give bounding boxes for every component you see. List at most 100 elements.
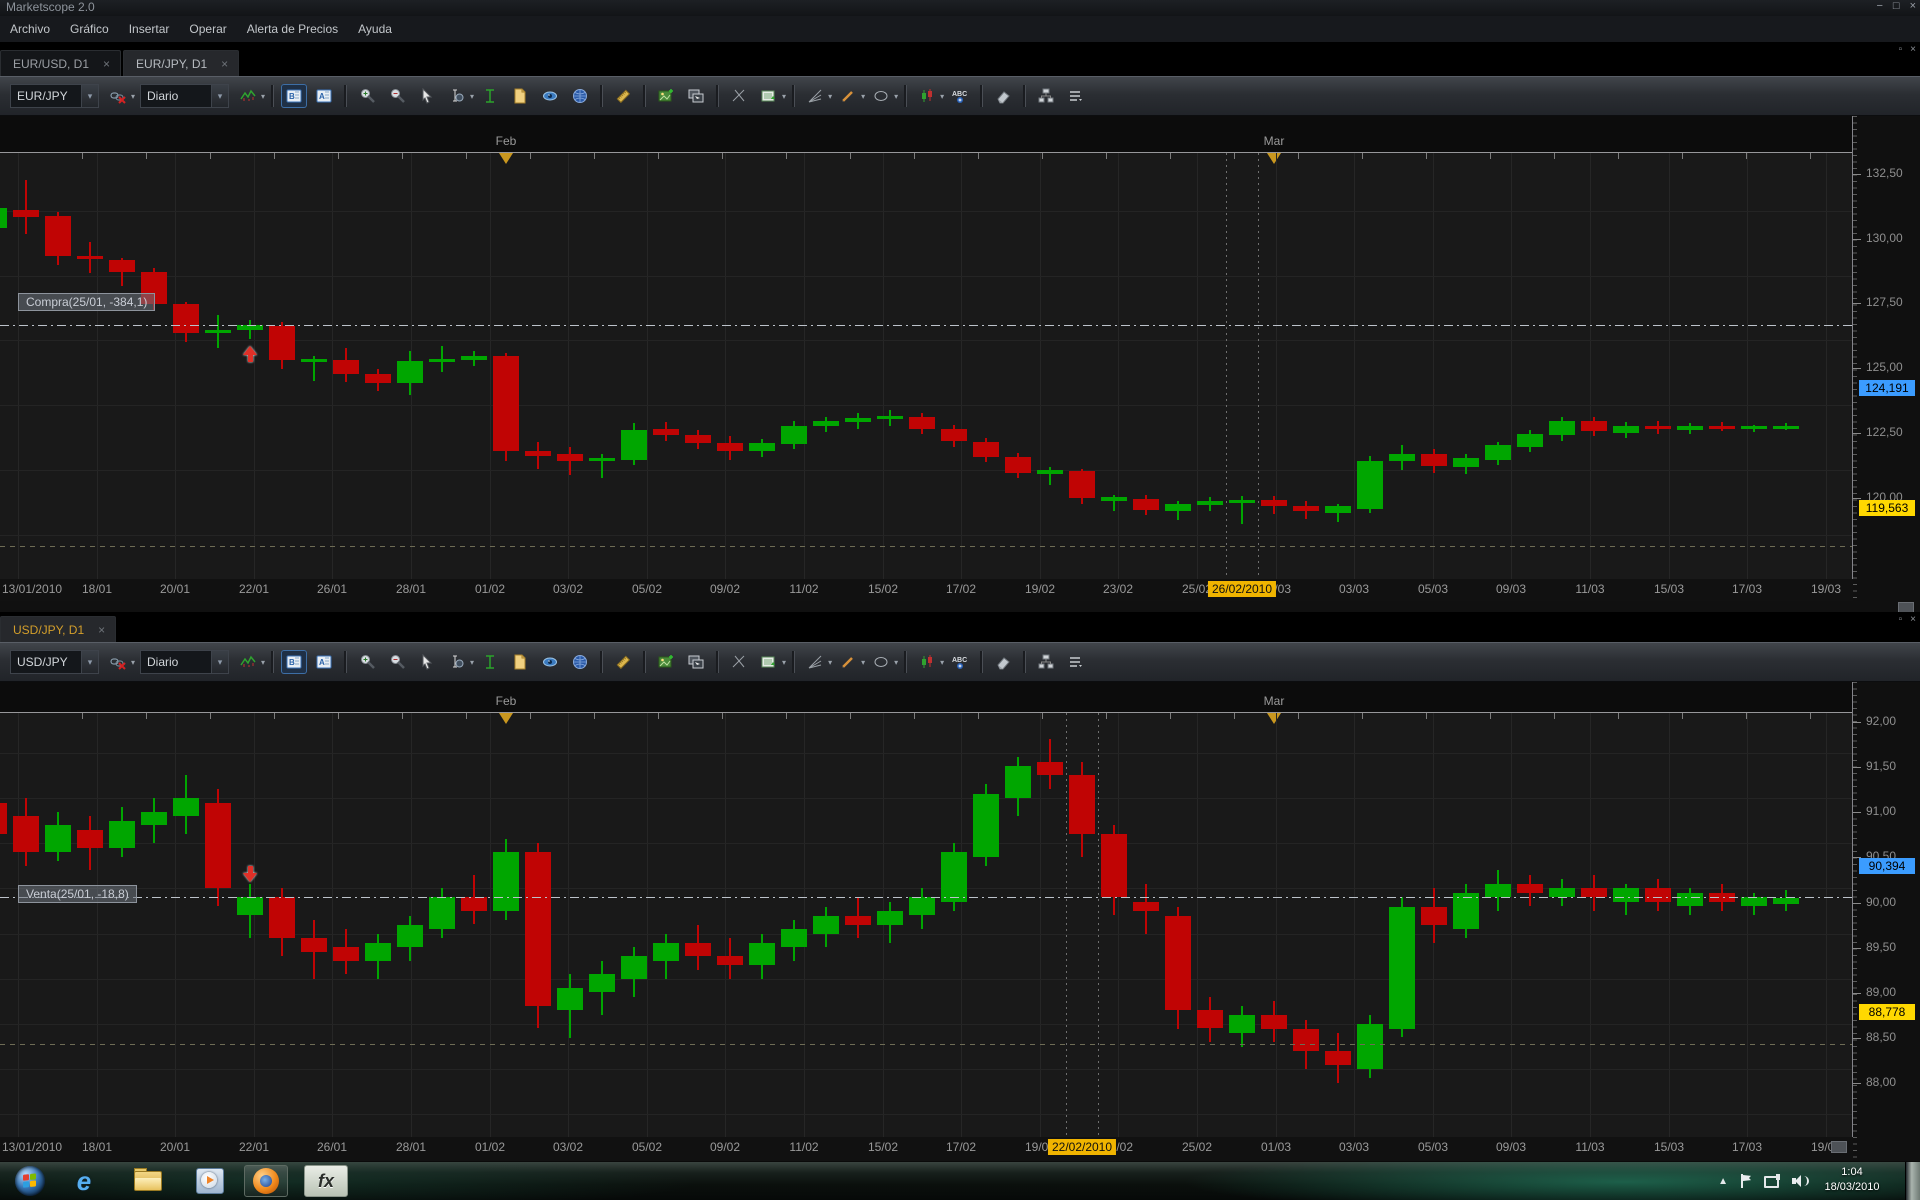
symbol-select[interactable]: USD/JPY ▾ <box>10 650 99 674</box>
tab-close-icon[interactable]: × <box>103 56 111 71</box>
date-axis[interactable]: 13/01/2010 18/01 20/01 22/01 26/01 28/01 01/02… <box>0 579 1853 601</box>
eraser-button[interactable] <box>990 84 1016 108</box>
action-center-flag-icon[interactable] <box>1740 1174 1752 1188</box>
zoom-in-button[interactable] <box>354 84 380 108</box>
show-desktop-button[interactable] <box>1905 1162 1920 1200</box>
indicators-button-dropdown[interactable]: ▾ <box>782 657 787 667</box>
zoom-out-button[interactable] <box>384 84 410 108</box>
tab-close-icon[interactable]: × <box>221 56 229 71</box>
ellipse-button-dropdown[interactable]: ▾ <box>894 657 899 667</box>
chart-type-button[interactable] <box>235 84 261 108</box>
add-image-button[interactable] <box>653 84 679 108</box>
period-select[interactable]: Diario ▾ <box>140 84 230 108</box>
inspect-button-dropdown[interactable]: ▾ <box>470 657 475 667</box>
snapshot-button[interactable] <box>683 650 709 674</box>
ellipse-button-dropdown[interactable]: ▾ <box>894 91 899 101</box>
chevron-down-icon[interactable]: ▾ <box>81 85 98 107</box>
chevron-down-icon[interactable]: ▾ <box>211 651 229 673</box>
tab-usd-jpy-d1[interactable]: USD/JPY, D1 × <box>0 616 117 642</box>
bid-view-toggle[interactable]: B <box>281 650 308 674</box>
candle-mark-button[interactable] <box>914 84 940 108</box>
hierarchy-button[interactable] <box>1033 84 1059 108</box>
pane-close-button[interactable]: × <box>1910 614 1916 625</box>
menu-item-archivo[interactable]: Archivo <box>10 22 51 36</box>
link-chart-button-dropdown[interactable]: ▾ <box>131 91 136 101</box>
pointer-button[interactable] <box>414 650 440 674</box>
add-image-button[interactable] <box>653 650 679 674</box>
chart-type-button-dropdown[interactable]: ▾ <box>261 91 266 101</box>
zoom-in-button[interactable] <box>354 650 380 674</box>
inspect-button[interactable] <box>444 84 470 108</box>
fx-trading-taskbar-button[interactable]: fx <box>304 1165 348 1197</box>
candlestick-plot[interactable]: Venta(25/01, -18,8) <box>0 713 1853 1137</box>
draw-line-button[interactable] <box>835 650 861 674</box>
file-explorer-taskbar-button[interactable] <box>126 1165 170 1197</box>
candle-mark-button[interactable] <box>914 650 940 674</box>
price-axis[interactable]: 92,00 91,50 91,00 90,50 90,00 89,50 89,00 88,50… <box>1852 682 1920 1161</box>
candle-mark-button-dropdown[interactable]: ▾ <box>940 91 945 101</box>
tray-expand-icon[interactable]: ▲ <box>1718 1175 1728 1187</box>
inspect-button[interactable] <box>444 650 470 674</box>
note-button[interactable] <box>507 650 533 674</box>
tab-close-icon[interactable]: × <box>98 622 106 637</box>
draw-line-button-dropdown[interactable]: ▾ <box>861 657 866 667</box>
tab-eur-jpy-d1[interactable]: EUR/JPY, D1 × <box>123 50 240 76</box>
menu-item-alerta-de-precios[interactable]: Alerta de Precios <box>246 22 339 36</box>
pane-restore-button[interactable]: ▫ <box>1898 614 1903 625</box>
eraser-button[interactable] <box>990 650 1016 674</box>
link-chart-button-dropdown[interactable]: ▾ <box>131 657 136 667</box>
chart-type-button-dropdown[interactable]: ▾ <box>261 657 266 667</box>
hierarchy-button[interactable] <box>1033 650 1059 674</box>
bid-view-toggle[interactable]: B <box>281 84 308 108</box>
fan-lines-button-dropdown[interactable]: ▾ <box>828 91 833 101</box>
candle-mark-button-dropdown[interactable]: ▾ <box>940 657 945 667</box>
draw-line-button-dropdown[interactable]: ▾ <box>861 91 866 101</box>
note-button[interactable] <box>507 84 533 108</box>
fan-lines-button[interactable] <box>802 84 828 108</box>
web-button[interactable] <box>567 650 593 674</box>
ellipse-button[interactable] <box>868 650 894 674</box>
pointer-button[interactable] <box>414 84 440 108</box>
draw-line-button[interactable] <box>835 84 861 108</box>
menu-item-insertar[interactable]: Insertar <box>128 22 170 36</box>
text-label-button[interactable]: ABC <box>947 84 973 108</box>
ask-view-toggle[interactable]: A <box>311 650 337 674</box>
network-icon[interactable] <box>1764 1174 1780 1188</box>
link-chart-button[interactable] <box>105 650 131 674</box>
text-label-button[interactable]: ABC <box>947 650 973 674</box>
overflow-menu-button[interactable] <box>1063 650 1089 674</box>
internet-explorer-taskbar-button[interactable]: e <box>62 1165 106 1197</box>
indicators-button-dropdown[interactable]: ▾ <box>782 91 787 101</box>
inspect-button-dropdown[interactable]: ▾ <box>470 91 475 101</box>
firefox-taskbar-button[interactable] <box>244 1165 288 1197</box>
menu-item-operar[interactable]: Operar <box>189 22 227 36</box>
price-axis[interactable]: 132,50 130,00 127,50 125,00 122,50 120,00 124,… <box>1852 116 1920 613</box>
snapshot-button[interactable] <box>683 84 709 108</box>
media-player-taskbar-button[interactable] <box>188 1165 232 1197</box>
angle-lines-button[interactable] <box>726 84 752 108</box>
start-taskbar-button[interactable] <box>8 1165 52 1197</box>
measure-button[interactable] <box>477 650 503 674</box>
candlestick-plot[interactable]: Compra(25/01, -384,1) <box>0 153 1853 579</box>
angle-lines-button[interactable] <box>726 650 752 674</box>
pane-restore-button[interactable]: ▫ <box>1898 44 1903 55</box>
overflow-menu-button[interactable] <box>1063 84 1089 108</box>
pane-close-button[interactable]: × <box>1910 44 1916 55</box>
tab-eur-usd-d1[interactable]: EUR/USD, D1 × <box>0 50 122 76</box>
indicators-button[interactable] <box>756 84 782 108</box>
chevron-down-icon[interactable]: ▾ <box>81 651 98 673</box>
close-button[interactable]: × <box>1909 0 1916 12</box>
visibility-button[interactable] <box>537 84 563 108</box>
ruler-button[interactable] <box>610 84 636 108</box>
minimize-button[interactable]: − <box>1876 0 1883 12</box>
menu-item-gráfico[interactable]: Gráfico <box>70 22 109 36</box>
measure-button[interactable] <box>477 84 503 108</box>
taskbar-clock[interactable]: 1:04 18/03/2010 <box>1810 1165 1894 1195</box>
maximize-button[interactable]: □ <box>1892 0 1900 12</box>
chart-type-button[interactable] <box>235 650 261 674</box>
web-button[interactable] <box>567 84 593 108</box>
visibility-button[interactable] <box>537 650 563 674</box>
zoom-out-button[interactable] <box>384 650 410 674</box>
date-axis[interactable]: 13/01/2010 18/01 20/01 22/01 26/01 28/01 01/02… <box>0 1137 1853 1161</box>
period-select[interactable]: Diario ▾ <box>140 650 230 674</box>
